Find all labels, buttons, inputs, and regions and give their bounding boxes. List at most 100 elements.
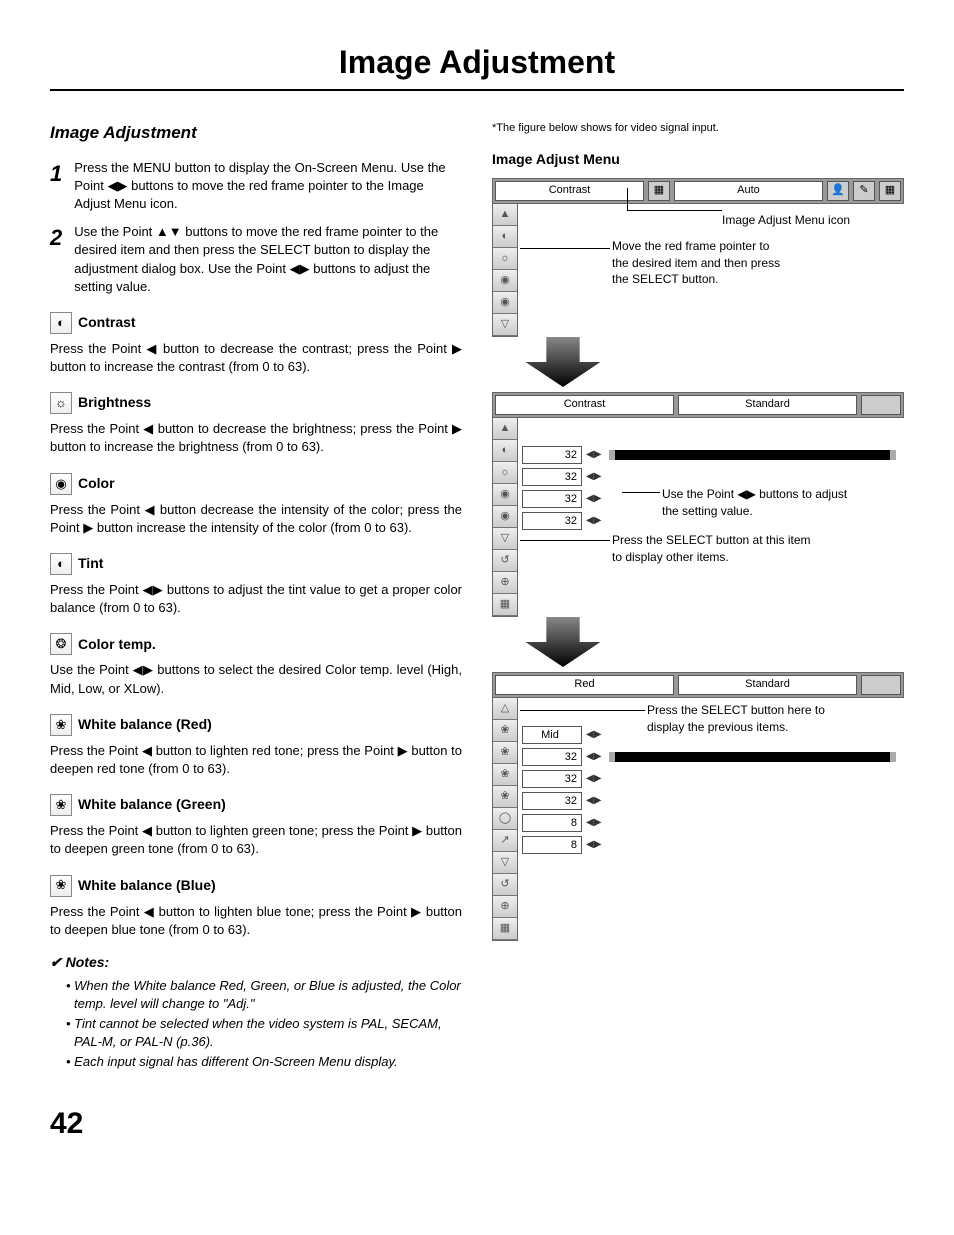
section-title: Image Adjustment [50, 121, 462, 145]
menu-tab: Contrast [495, 181, 644, 201]
item-heading: ◐ Contrast [50, 312, 462, 334]
item-description: Press the Point ◀ button decrease the in… [50, 501, 462, 537]
setting-icon: ◐ [50, 312, 72, 334]
sidebar-icon: ☼ [493, 248, 517, 270]
sidebar-icon: ◯ [493, 808, 517, 830]
item-heading: ☼Brightness [50, 392, 462, 414]
sidebar-icon: ▽ [493, 528, 517, 550]
sidebar-icon: ◉ [493, 506, 517, 528]
right-column: *The figure below shows for video signal… [492, 121, 904, 1074]
menu-spacer [861, 675, 901, 695]
adjust-arrows-icon: ◀▶ [586, 514, 601, 528]
page-title: Image Adjustment [50, 40, 904, 91]
setting-row: 32◀▶ [522, 444, 900, 466]
slider [608, 751, 897, 763]
left-column: Image Adjustment 1 Press the MENU button… [50, 121, 462, 1074]
setting-icon: ☼ [50, 392, 72, 414]
item-title: Contrast [78, 313, 136, 333]
arrow-down-icon [518, 617, 608, 667]
adjust-arrows-icon: ◀▶ [586, 750, 601, 764]
value-box: Mid [522, 726, 582, 744]
step-2: 2 Use the Point ▲▼ buttons to move the r… [50, 223, 462, 296]
setting-row: 32 ◀▶ [522, 466, 900, 488]
adjust-arrows-icon: ◀▶ [586, 492, 601, 506]
item-heading: ◉ Color [50, 473, 462, 495]
sidebar-icon: ❀ [493, 786, 517, 808]
menu-sidebar: △❀❀❀❀◯↗▽↺⊕▦ [492, 698, 518, 941]
item-description: Press the Point ◀ button to lighten gree… [50, 822, 462, 858]
item-heading: ❀White balance (Red) [50, 714, 462, 736]
item-description: Press the Point ◀ button to decrease the… [50, 340, 462, 376]
setting-row: 8 ◀▶ [522, 812, 900, 834]
item-description: Press the Point ◀ button to lighten blue… [50, 903, 462, 939]
sidebar-icon: ↺ [493, 550, 517, 572]
menu-tab: Contrast [495, 395, 674, 415]
sidebar-icon: ☼ [493, 462, 517, 484]
item-heading: ❂ Color temp. [50, 633, 462, 655]
sidebar-icon: ⊕ [493, 572, 517, 594]
menu-icon: 👤 [827, 181, 849, 201]
arrow-down-icon [518, 337, 608, 387]
menu-tab: Standard [678, 395, 857, 415]
adjust-arrows-icon: ◀▶ [586, 448, 601, 462]
adjust-arrows-icon: ◀▶ [586, 816, 601, 830]
sidebar-icon: ⊕ [493, 896, 517, 918]
value-box: 32 [522, 748, 582, 766]
sidebar-icon: △ [493, 698, 517, 720]
notes-list: • When the White balance Red, Green, or … [74, 977, 462, 1072]
panel-1: Contrast ▦ Auto 👤 ✎ ▦ ▲◐☼◉◉▽ Image Adjus… [492, 178, 904, 337]
value-box: 8 [522, 836, 582, 854]
adjust-arrows-icon: ◀▶ [586, 838, 601, 852]
sidebar-icon: ❀ [493, 720, 517, 742]
sidebar-icon: ▦ [493, 918, 517, 940]
menu-tab: Standard [678, 675, 857, 695]
item-description: Press the Point ◀▶ buttons to adjust the… [50, 581, 462, 617]
setting-icon: ❀ [50, 794, 72, 816]
menu-icon: ▦ [879, 181, 901, 201]
item-heading: ❀ White balance (Blue) [50, 875, 462, 897]
menu-icon: ✎ [853, 181, 875, 201]
item-title: White balance (Blue) [78, 876, 216, 896]
callout-adjust: Use the Point ◀▶ buttons to adjust the s… [662, 486, 852, 520]
setting-row: 8 ◀▶ [522, 834, 900, 856]
setting-row: 32◀▶ [522, 790, 900, 812]
value-box: 32 [522, 490, 582, 508]
menu-spacer [861, 395, 901, 415]
sidebar-icon: ▦ [493, 594, 517, 616]
adjust-arrows-icon: ◀▶ [586, 470, 601, 484]
setting-icon: ❀ [50, 714, 72, 736]
menu-sidebar: ▲◐☼◉◉▽↺⊕▦ [492, 418, 518, 617]
sidebar-icon: ❀ [493, 764, 517, 786]
panel-2: Contrast Standard ▲◐☼◉◉▽↺⊕▦ 32 ◀▶ 32 ◀▶ 32 ◀▶… [492, 392, 904, 617]
item-description: Press the Point ◀ button to lighten red … [50, 742, 462, 778]
sidebar-icon: ◐ [493, 226, 517, 248]
sidebar-icon: ◐ [493, 440, 517, 462]
sidebar-icon: ▲ [493, 204, 517, 226]
item-title: White balance (Green) [78, 795, 226, 815]
value-box: 32 [522, 512, 582, 530]
menu-sidebar: ▲◐☼◉◉▽ [492, 204, 518, 337]
setting-row: 32 ◀▶ [522, 746, 900, 768]
step-text: Use the Point ▲▼ buttons to move the red… [74, 223, 462, 296]
note-item: • Tint cannot be selected when the video… [74, 1015, 462, 1051]
step-1: 1 Press the MENU button to display the O… [50, 159, 462, 214]
setting-icon: ◐ [50, 553, 72, 575]
value-box: 32 [522, 770, 582, 788]
sidebar-icon: ◉ [493, 484, 517, 506]
figure-caption: *The figure below shows for video signal… [492, 121, 904, 136]
setting-icon: ❀ [50, 875, 72, 897]
item-heading: ◐Tint [50, 553, 462, 575]
notes-heading: ✔ Notes: [50, 953, 462, 973]
callout-menu-icon: Image Adjust Menu icon [722, 212, 850, 229]
item-title: Color [78, 474, 115, 494]
step-text: Press the MENU button to display the On-… [74, 159, 462, 214]
value-box: 32 [522, 468, 582, 486]
value-box: 8 [522, 814, 582, 832]
value-box: 32 [522, 792, 582, 810]
adjust-arrows-icon: ◀▶ [586, 772, 601, 786]
step-number: 1 [50, 159, 62, 214]
item-title: Color temp. [78, 635, 156, 655]
setting-icon: ❂ [50, 633, 72, 655]
callout-select-prev: Press the SELECT button here to display … [647, 702, 847, 736]
setting-icon: ◉ [50, 473, 72, 495]
